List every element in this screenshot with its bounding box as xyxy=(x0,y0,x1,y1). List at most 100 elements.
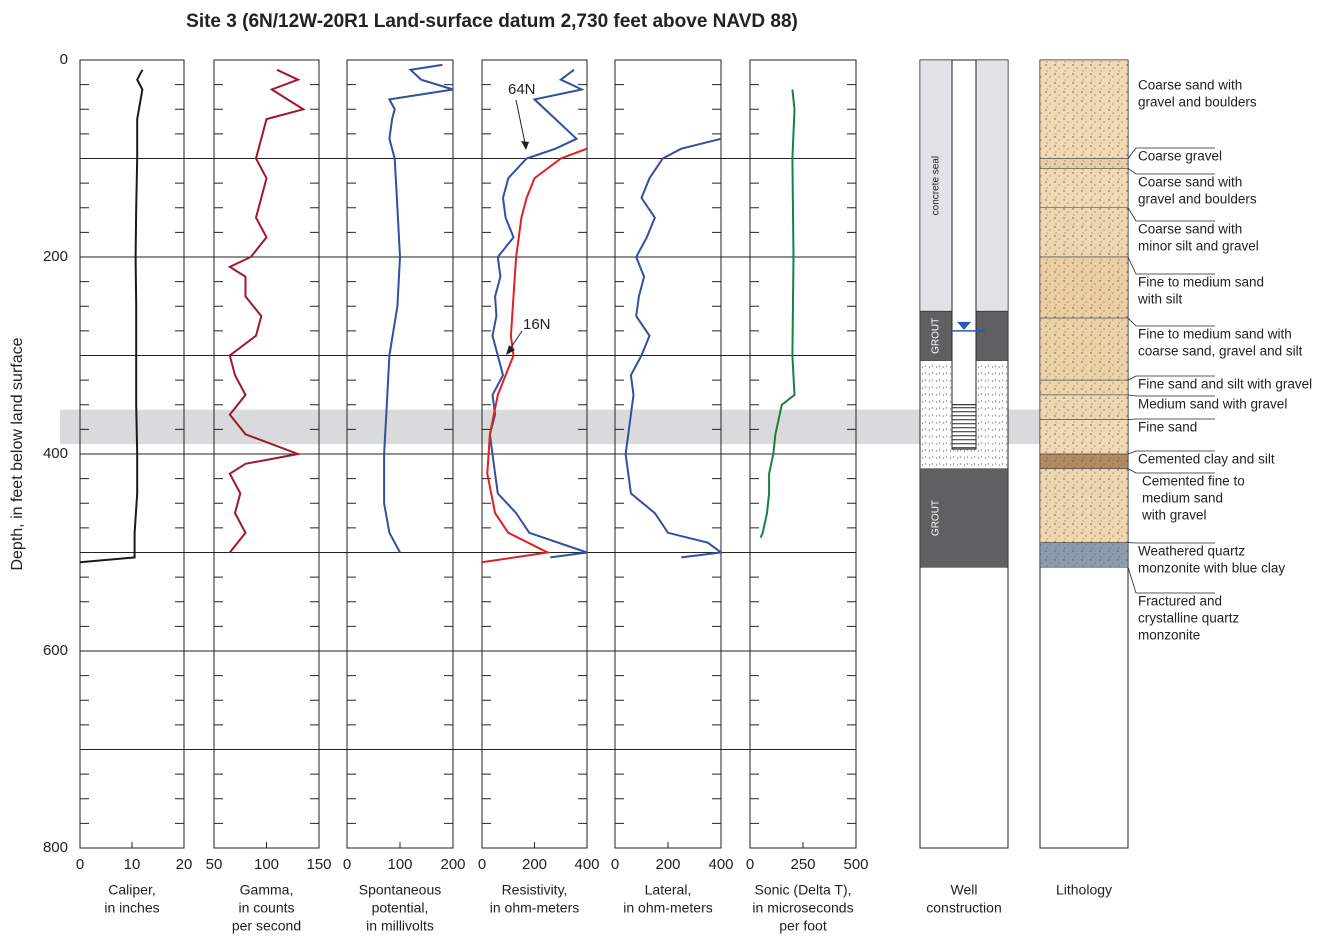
x-tick-label: 10 xyxy=(124,856,141,873)
y-tick-label: 600 xyxy=(43,642,68,659)
log-curve xyxy=(761,90,795,538)
lithology-texture xyxy=(1040,395,1128,420)
x-tick-label: 200 xyxy=(522,856,547,873)
y-axis-label: Depth, in feet below land surface xyxy=(9,337,26,570)
lithology-texture xyxy=(1040,257,1128,318)
lithology-label: gravel and boulders xyxy=(1138,95,1257,110)
lithology-label: Coarse sand with xyxy=(1138,78,1242,93)
lithology-label: Weathered quartz xyxy=(1138,544,1245,559)
log-curve xyxy=(490,70,587,558)
x-axis-label: per second xyxy=(232,918,301,934)
x-tick-label: 250 xyxy=(790,856,815,873)
x-tick-label: 0 xyxy=(76,856,84,873)
lithology-texture xyxy=(1040,420,1128,454)
chart: Site 3 (6N/12W-20R1 Land-surface datum 2… xyxy=(0,0,1335,951)
lithology-label: Fractured and xyxy=(1138,594,1222,609)
x-axis-label: Lateral, xyxy=(645,882,692,898)
lithology-label: gravel and boulders xyxy=(1138,192,1257,207)
x-axis-label: in microseconds xyxy=(752,900,853,916)
x-tick-label: 400 xyxy=(708,856,733,873)
curve-annotation: 16N xyxy=(523,316,551,333)
curve-annotation: 64N xyxy=(508,81,536,98)
x-axis-label: Resistivity, xyxy=(502,882,568,898)
lithology-label: with silt xyxy=(1137,292,1183,307)
lithology-texture xyxy=(1040,454,1128,469)
x-tick-label: 0 xyxy=(611,856,619,873)
x-axis-label: Well xyxy=(951,882,978,898)
x-axis-label: Spontaneous xyxy=(359,882,442,898)
x-axis-label: Caliper, xyxy=(108,882,155,898)
lithology-label: Coarse gravel xyxy=(1138,149,1222,164)
lithology-texture xyxy=(1040,168,1128,207)
y-tick-label: 0 xyxy=(60,51,68,68)
lithology-label: medium sand xyxy=(1142,491,1223,506)
log-curve xyxy=(230,70,303,553)
x-tick-label: 20 xyxy=(176,856,193,873)
x-axis-label: in ohm-meters xyxy=(490,900,579,916)
x-axis-label: Lithology xyxy=(1056,882,1112,898)
lithology-label: Coarse sand with xyxy=(1138,175,1242,190)
lithology-texture xyxy=(1040,159,1128,169)
y-tick-label: 400 xyxy=(43,445,68,462)
lithology-label: Coarse sand with xyxy=(1138,222,1242,237)
lithology-label: monzonite with blue clay xyxy=(1138,561,1285,576)
lithology-label: Cemented fine to xyxy=(1142,474,1245,489)
lithology-leader xyxy=(1128,168,1215,174)
well-label: GROUT xyxy=(931,318,942,354)
x-axis-label: construction xyxy=(926,900,1001,916)
lithology-label: coarse sand, gravel and silt xyxy=(1138,344,1303,359)
lithology-label: minor silt and gravel xyxy=(1138,239,1259,254)
annotation-arrowhead xyxy=(521,141,529,150)
x-axis-label: in inches xyxy=(104,900,159,916)
x-tick-label: 50 xyxy=(206,856,223,873)
lithology-leader xyxy=(1128,318,1215,326)
lithology-label: crystalline quartz xyxy=(1138,611,1240,626)
highlight-band xyxy=(60,410,1040,444)
lithology-label: Fine to medium sand xyxy=(1138,275,1264,290)
x-axis-label: per foot xyxy=(779,918,827,934)
x-tick-label: 200 xyxy=(440,856,465,873)
page: {"chart_data":{"type":"well-log", "title… xyxy=(0,0,1335,951)
lithology-label: Fine sand and silt with gravel xyxy=(1138,377,1312,392)
chart-title: Site 3 (6N/12W-20R1 Land-surface datum 2… xyxy=(186,11,798,32)
lithology-leader xyxy=(1128,208,1215,221)
x-tick-label: 0 xyxy=(746,856,754,873)
casing xyxy=(952,60,976,405)
x-axis-label: in millivolts xyxy=(366,918,434,934)
log-curve xyxy=(80,70,142,563)
lithology-label: Medium sand with gravel xyxy=(1138,397,1287,412)
x-axis-label: in counts xyxy=(238,900,294,916)
x-tick-label: 100 xyxy=(387,856,412,873)
x-tick-label: 400 xyxy=(574,856,599,873)
x-tick-label: 0 xyxy=(343,856,351,873)
well-label: GROUT xyxy=(931,500,942,536)
x-tick-label: 200 xyxy=(655,856,680,873)
lithology-leader xyxy=(1128,469,1215,473)
lithology-leader xyxy=(1128,395,1215,396)
y-tick-label: 800 xyxy=(43,839,68,856)
lithology-texture xyxy=(1040,380,1128,395)
log-curve xyxy=(384,65,453,553)
x-tick-label: 0 xyxy=(478,856,486,873)
x-tick-label: 100 xyxy=(254,856,279,873)
lithology-label: monzonite xyxy=(1138,628,1200,643)
x-axis-label: potential, xyxy=(372,900,429,916)
lithology-texture xyxy=(1040,469,1128,543)
lithology-texture xyxy=(1040,318,1128,380)
lithology-texture xyxy=(1040,60,1128,159)
lithology-texture xyxy=(1040,543,1128,568)
lithology-label: Fine sand xyxy=(1138,420,1197,435)
lithology-label: Fine to medium sand with xyxy=(1138,327,1292,342)
x-tick-label: 150 xyxy=(306,856,331,873)
lithology-texture xyxy=(1040,208,1128,257)
annotation-arrow xyxy=(516,100,526,148)
y-tick-label: 200 xyxy=(43,248,68,265)
x-tick-label: 500 xyxy=(843,856,868,873)
lithology-leader xyxy=(1128,257,1215,274)
x-axis-label: Gamma, xyxy=(240,882,294,898)
log-curve xyxy=(626,139,721,558)
x-axis-label: in ohm-meters xyxy=(623,900,712,916)
well-label: concrete seal xyxy=(931,156,942,215)
lithology-label: with gravel xyxy=(1141,508,1207,523)
x-axis-label: Sonic (Delta T), xyxy=(755,882,852,898)
